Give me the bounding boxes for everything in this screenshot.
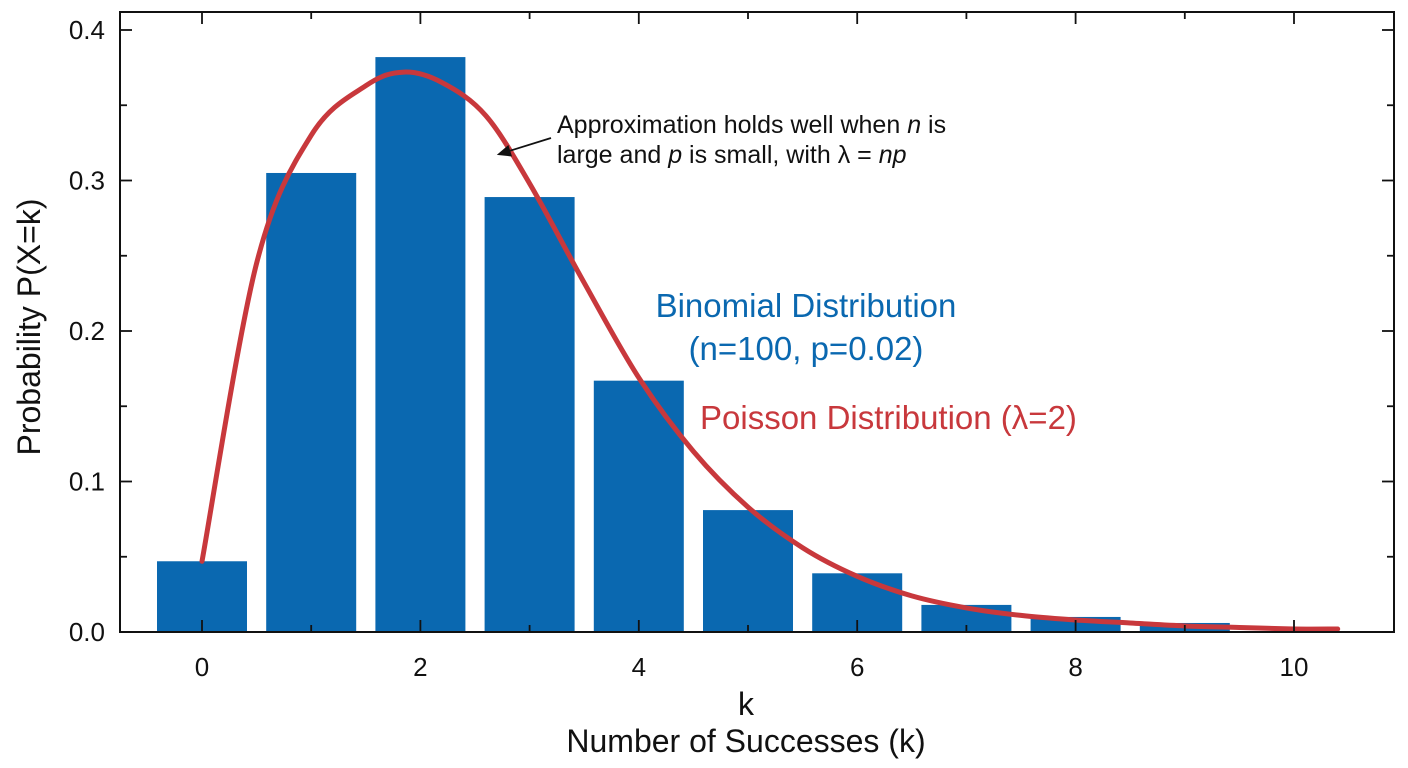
y-axis-label: Probability P(X=k)	[11, 199, 47, 456]
y-tick-label: 0.3	[69, 166, 105, 196]
poisson-curve	[199, 69, 1341, 632]
annotation-text: is small, with λ =	[682, 141, 879, 169]
x-tick-label: 8	[1068, 652, 1082, 682]
y-tick-label: 0.4	[69, 15, 105, 45]
x-tick-label: 0	[195, 652, 209, 682]
annotation-arrowhead	[496, 145, 512, 157]
annotation-arrow	[509, 137, 552, 152]
annotation-var-n: n	[907, 111, 921, 139]
x-axis-label-secondary: Number of Successes (k)	[566, 723, 925, 759]
x-tick-label: 6	[850, 652, 864, 682]
axis-ticks	[120, 12, 1394, 633]
y-tick-label: 0.1	[69, 467, 105, 497]
poisson-legend-label: Poisson Distribution (λ=2)	[700, 399, 1077, 436]
bar-k-1	[266, 172, 357, 632]
annotation: Approximation holds well when n is large…	[496, 111, 946, 169]
binomial-label-line1: Binomial Distribution	[656, 287, 957, 324]
plot-frame	[119, 11, 1395, 633]
binomial-legend-label: Binomial Distribution	[656, 287, 957, 324]
bar-k-4	[593, 380, 684, 632]
annotation-text: Approximation holds well when	[557, 111, 907, 139]
annotation-text: large and	[557, 141, 668, 169]
annotation-var-np: np	[879, 141, 907, 169]
bar-k-2	[375, 57, 466, 632]
x-axis-label: k	[738, 686, 755, 722]
binomial-label-line2: (n=100, p=0.02)	[689, 330, 924, 367]
bar-k-5	[703, 510, 793, 632]
y-tick-label: 0.2	[69, 316, 105, 346]
annotation-var-p: p	[667, 141, 682, 169]
x-tick-label: 2	[413, 652, 427, 682]
annotation-line-1: Approximation holds well when n is	[557, 111, 946, 139]
bar-k-3	[484, 197, 575, 632]
x-tick-label: 10	[1280, 652, 1309, 682]
annotation-line-2: large and p is small, with λ = np	[557, 141, 907, 169]
y-tick-label: 0.0	[69, 617, 105, 647]
annotation-text: is	[921, 111, 946, 139]
x-tick-label: 4	[632, 652, 646, 682]
axis-tick-labels: 0 2 4 6 8 10 0.0 0.1 0.2 0.3 0.4	[69, 15, 1309, 682]
binomial-legend-label-params: (n=100, p=0.02)	[689, 330, 924, 367]
